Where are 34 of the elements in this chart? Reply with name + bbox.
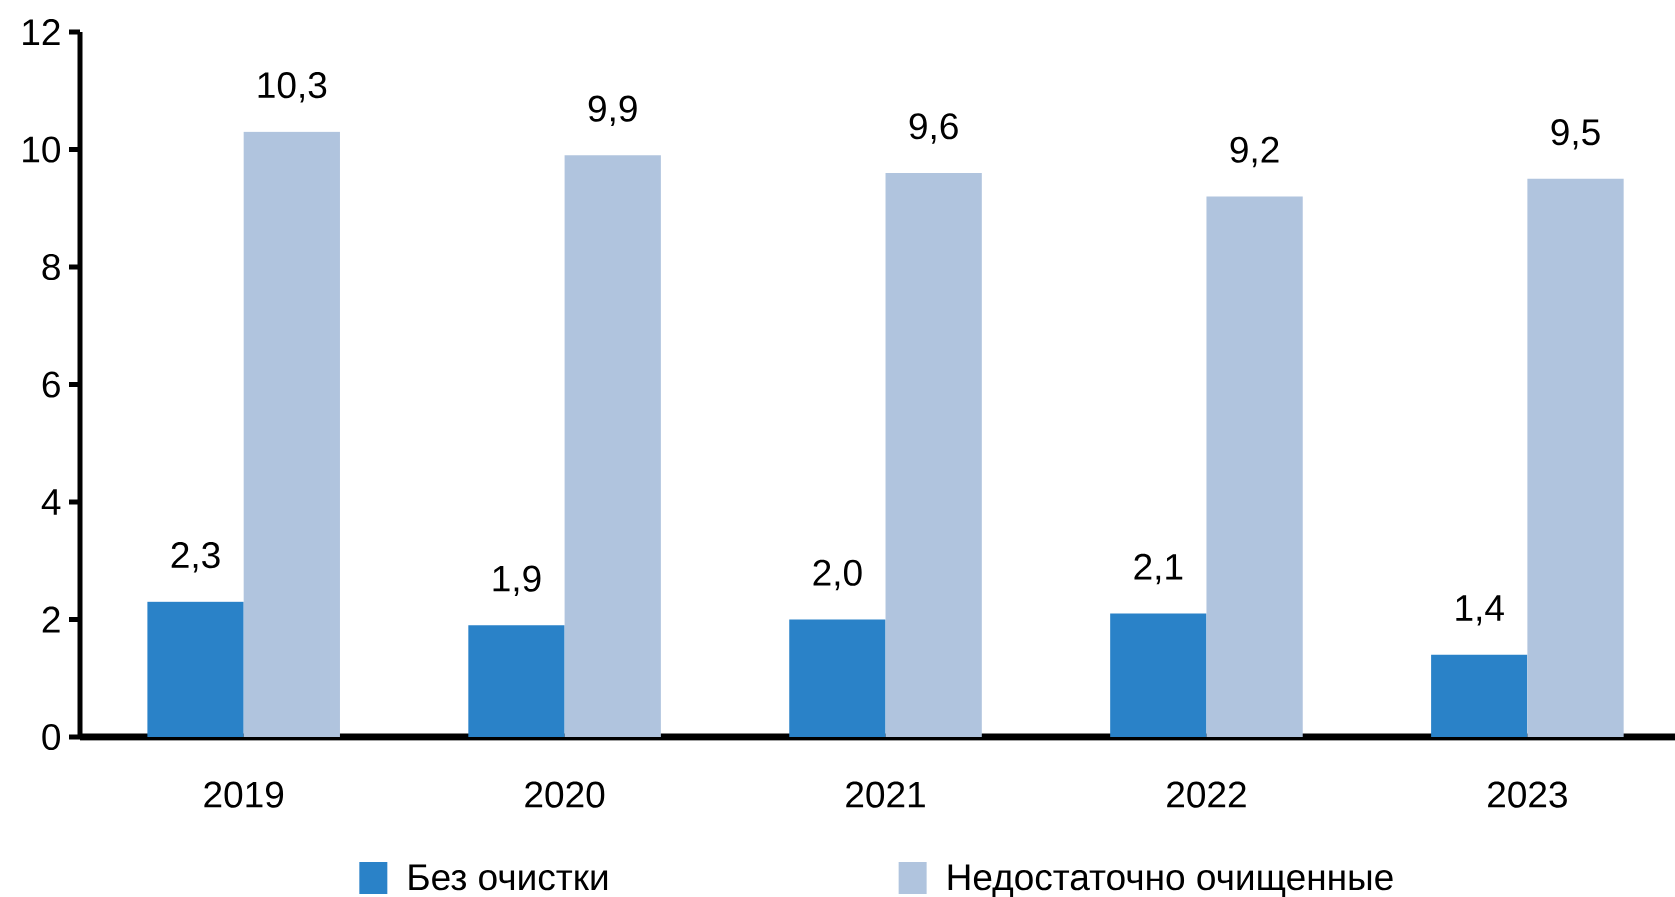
data-label: 9,2 — [1230, 136, 1279, 168]
bar — [1527, 178, 1624, 737]
x-tick-label: 2022 — [1167, 781, 1246, 808]
data-label: 2,0 — [813, 559, 862, 591]
legend-label: Без очистки — [409, 864, 608, 891]
y-tick-label: 12 — [23, 19, 60, 45]
y-tick-label: 8 — [42, 253, 60, 281]
bar — [789, 619, 886, 737]
x-tick-label: 2020 — [525, 781, 605, 808]
data-label: 9,6 — [909, 113, 958, 144]
legend-label: Недостаточно очищенные — [948, 864, 1393, 897]
x-tick-label: 2021 — [846, 781, 925, 808]
y-tick-label: 6 — [42, 371, 60, 398]
x-tick-label: 2019 — [204, 781, 284, 808]
data-label: 1,9 — [493, 565, 541, 597]
y-tick-label: 2 — [42, 606, 60, 633]
y-tick-label: 4 — [41, 489, 61, 515]
bar — [468, 625, 565, 737]
bar — [1110, 613, 1207, 737]
y-tick-label: 0 — [42, 723, 61, 751]
data-label: 10,3 — [258, 72, 327, 103]
data-label: 9,9 — [588, 95, 637, 127]
bar — [1206, 196, 1303, 737]
y-tick-label: 10 — [23, 136, 61, 163]
data-label: 9,5 — [1551, 119, 1600, 150]
bar — [147, 601, 244, 737]
data-label: 2,1 — [1134, 553, 1183, 585]
bar — [564, 155, 661, 737]
data-label: 2,3 — [171, 542, 220, 573]
bar — [1431, 654, 1528, 737]
x-tick-label: 2023 — [1488, 781, 1567, 808]
data-label: 1,4 — [1456, 595, 1504, 626]
bar — [243, 131, 340, 737]
bar — [885, 172, 982, 737]
